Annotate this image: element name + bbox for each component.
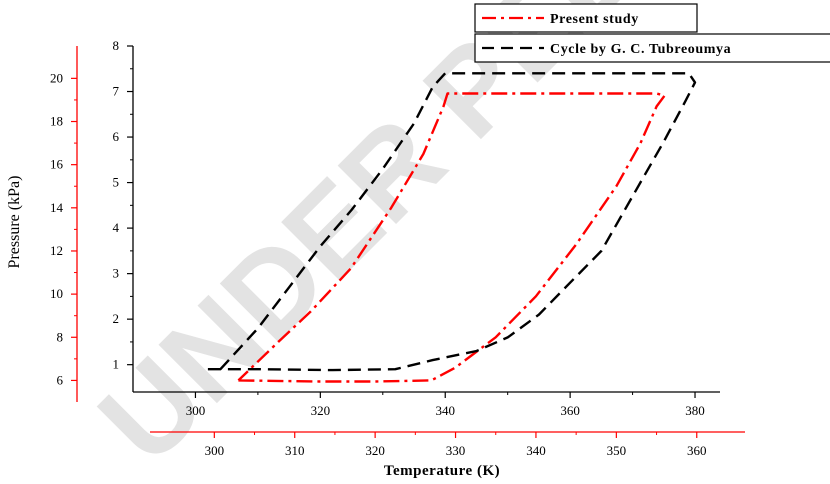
y-outer-tick-label: 18 (50, 114, 63, 129)
x-top-tick-label: 300 (186, 403, 206, 418)
y-axis-inner-ticks: 1 2 3 4 5 6 7 8 (113, 38, 133, 372)
x-axis-top: 300 320 340 360 380 (133, 391, 720, 418)
y-outer-tick-label: 10 (50, 286, 63, 301)
series-line-present-study (237, 92, 666, 383)
y-axis-inner: 1 2 3 4 5 6 7 8 (113, 38, 134, 392)
x-bottom-tick-label: 320 (365, 443, 385, 458)
y-outer-tick-label: 12 (50, 243, 63, 258)
x-bottom-tick-label: 310 (285, 443, 305, 458)
x-bottom-tick-label: 300 (205, 443, 225, 458)
x-axis-top-ticks: 300 320 340 360 380 (186, 392, 705, 418)
y-outer-tick-label: 8 (57, 329, 64, 344)
y-outer-tick-label: 6 (57, 372, 64, 387)
x-bottom-tick-label: 360 (687, 443, 707, 458)
x-top-tick-label: 320 (311, 403, 331, 418)
x-axis-bottom-ticks: 300 310 320 330 340 350 360 (205, 432, 707, 458)
legend: Present study Cycle by G. C. Tubreoumya (474, 3, 830, 63)
series-line-tubreoumya (207, 72, 697, 372)
x-bottom-tick-label: 340 (526, 443, 546, 458)
y-axis-outer-title: Pressure (kPa) (6, 176, 23, 269)
series-layer (207, 72, 697, 383)
legend-label-present: Present study (550, 12, 639, 27)
y-inner-tick-label: 7 (113, 84, 120, 99)
x-top-tick-label: 360 (560, 403, 580, 418)
x-top-tick-label: 380 (685, 403, 705, 418)
y-axis-outer: 6 8 10 12 14 16 18 20 Pressure (kPa) (6, 46, 78, 402)
y-inner-tick-label: 4 (113, 220, 120, 235)
y-inner-tick-label: 6 (113, 129, 120, 144)
y-axis-outer-ticks: 6 8 10 12 14 16 18 20 (50, 70, 77, 387)
y-inner-tick-label: 5 (113, 175, 120, 190)
y-inner-tick-label: 8 (113, 38, 120, 53)
x-top-tick-label: 340 (435, 403, 455, 418)
y-outer-tick-label: 14 (50, 200, 64, 215)
x-bottom-tick-label: 330 (446, 443, 466, 458)
y-inner-tick-label: 3 (113, 266, 120, 281)
x-axis-bottom-title: Temperature (K) (384, 463, 500, 479)
x-axis-bottom: 300 310 320 330 340 350 360 Temperature (K) (150, 431, 745, 479)
x-bottom-tick-label: 350 (607, 443, 627, 458)
y-outer-tick-label: 20 (50, 70, 63, 85)
legend-box-tubreoumya (474, 33, 830, 63)
y-outer-tick-label: 16 (50, 157, 64, 172)
legend-label-tubreoumya: Cycle by G. C. Tubreoumya (550, 42, 731, 57)
y-inner-tick-label: 2 (113, 311, 120, 326)
y-inner-tick-label: 1 (113, 357, 120, 372)
